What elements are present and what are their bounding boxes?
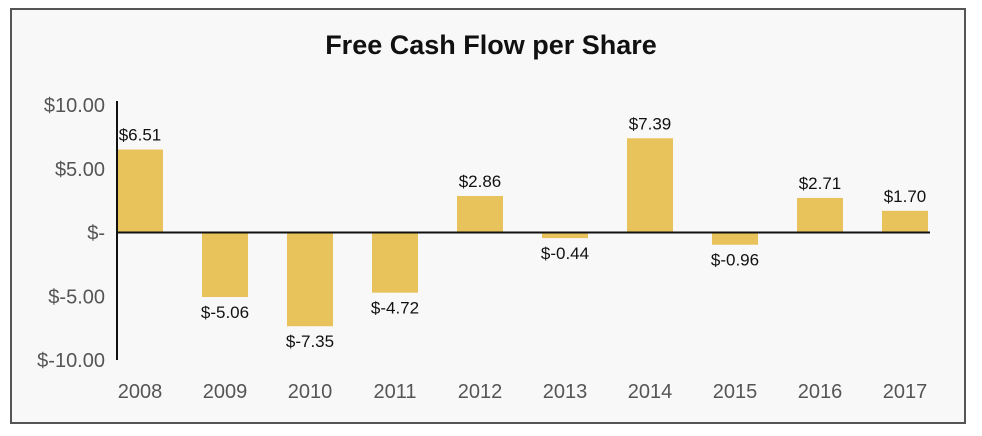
x-tick-label-2015: 2015 [713, 381, 758, 403]
x-tick-label-2013: 2013 [543, 381, 588, 403]
data-label-2016: $2.71 [799, 174, 842, 193]
data-label-2013: $-0.44 [541, 244, 589, 263]
bar-2012 [457, 196, 503, 233]
bar-2010 [287, 232, 333, 327]
y-tick-label: $-5.00 [48, 286, 105, 308]
data-label-2009: $-5.06 [201, 303, 249, 322]
x-tick-label-2011: 2011 [373, 381, 416, 403]
y-tick-label: $10.00 [44, 95, 105, 117]
data-label-2010: $-7.35 [286, 332, 334, 351]
y-tick-label: $-10.00 [37, 350, 105, 372]
data-label-2015: $-0.96 [711, 251, 759, 270]
x-tick-label-2016: 2016 [798, 381, 843, 403]
y-tick-label: $- [87, 223, 105, 245]
data-label-2014: $7.39 [629, 114, 672, 133]
bar-2008 [117, 149, 163, 233]
bar-2013 [542, 232, 588, 239]
chart-title: Free Cash Flow per Share [325, 30, 657, 60]
bar-2011 [372, 232, 418, 293]
x-tick-label-2014: 2014 [628, 381, 673, 403]
bar-2009 [202, 232, 248, 298]
bar-2016 [797, 197, 843, 233]
bar-2015 [712, 232, 758, 245]
x-tick-label-2017: 2017 [883, 381, 928, 403]
x-tick-label-2008: 2008 [118, 381, 163, 403]
y-tick-label: $5.00 [55, 159, 105, 181]
x-tick-label-2012: 2012 [458, 381, 503, 403]
data-label-2008: $6.51 [119, 125, 162, 144]
data-label-2011: $-4.72 [371, 299, 419, 318]
x-tick-label-2010: 2010 [288, 381, 333, 403]
bar-2017 [882, 210, 928, 233]
data-label-2017: $1.70 [884, 187, 927, 206]
bar-2014 [627, 138, 673, 233]
data-label-2012: $2.86 [459, 172, 502, 191]
x-tick-label-2009: 2009 [203, 381, 248, 403]
